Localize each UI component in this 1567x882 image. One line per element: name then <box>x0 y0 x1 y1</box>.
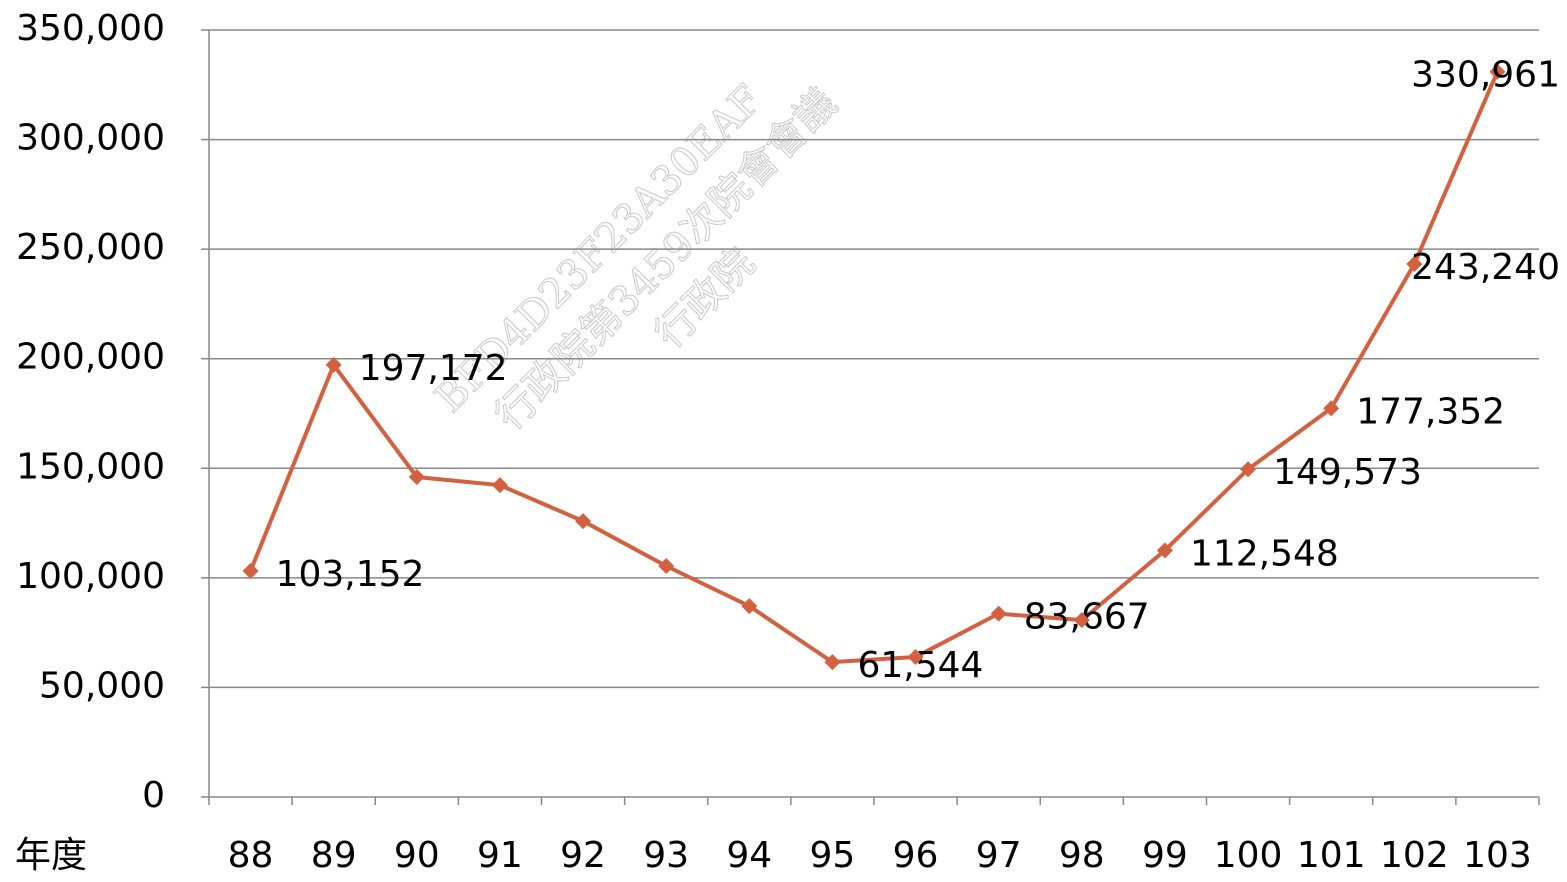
y-tick-label: 250,000 <box>16 227 165 268</box>
x-tick-label: 95 <box>810 835 856 876</box>
x-axis-label: 年度 <box>15 835 87 876</box>
marker <box>575 513 592 530</box>
x-tick-label: 100 <box>1214 835 1283 876</box>
y-tick-label: 50,000 <box>39 665 165 706</box>
data-label: 330,961 <box>1411 55 1560 96</box>
marker <box>491 477 508 494</box>
x-tick-label: 99 <box>1142 835 1188 876</box>
data-label: 112,548 <box>1190 533 1339 574</box>
marker <box>1073 612 1090 629</box>
marker <box>741 598 758 615</box>
x-tick-label: 101 <box>1297 835 1366 876</box>
x-tick-label: 97 <box>976 835 1022 876</box>
x-tick-label: 102 <box>1380 835 1449 876</box>
y-tick-label: 150,000 <box>16 446 165 487</box>
data-label: 61,544 <box>857 645 983 686</box>
x-tick-label: 88 <box>228 835 274 876</box>
marker <box>408 469 425 486</box>
marker <box>1406 255 1423 272</box>
marker <box>1240 461 1257 478</box>
data-label: 243,240 <box>1411 247 1560 288</box>
line <box>248 70 1500 665</box>
marker <box>242 562 259 579</box>
y-tick-label: 300,000 <box>16 118 165 159</box>
marker <box>990 605 1007 622</box>
watermark: BFD4D23F23A30EAF 行政院第3459次院會會議 行政院 <box>426 76 846 440</box>
watermark-text: 行政院第3459次院會會議 <box>487 80 846 439</box>
marker <box>824 654 841 671</box>
x-tick-label: 93 <box>643 835 689 876</box>
x-tick-label: 96 <box>893 835 939 876</box>
x-tick-label: 89 <box>311 835 357 876</box>
data-label: 177,352 <box>1356 391 1505 432</box>
marker <box>658 558 675 575</box>
y-tick-label: 0 <box>142 775 165 816</box>
data-label: 149,573 <box>1273 452 1422 493</box>
x-tick-label: 92 <box>560 835 606 876</box>
x-tick-label: 90 <box>394 835 440 876</box>
data-label: 103,152 <box>276 554 425 595</box>
marker <box>907 648 924 665</box>
x-tick-label: 91 <box>477 835 523 876</box>
marker <box>1156 542 1173 559</box>
x-tick-label: 94 <box>726 835 772 876</box>
marker <box>1323 400 1340 417</box>
x-tick-label: 103 <box>1463 835 1532 876</box>
y-tick-label: 350,000 <box>16 8 165 49</box>
y-tick-label: 200,000 <box>16 337 165 378</box>
y-tick-label: 100,000 <box>16 556 165 597</box>
marker <box>1489 63 1506 80</box>
marker <box>325 356 342 373</box>
x-tick-label: 98 <box>1059 835 1105 876</box>
data-label: 197,172 <box>359 348 508 389</box>
